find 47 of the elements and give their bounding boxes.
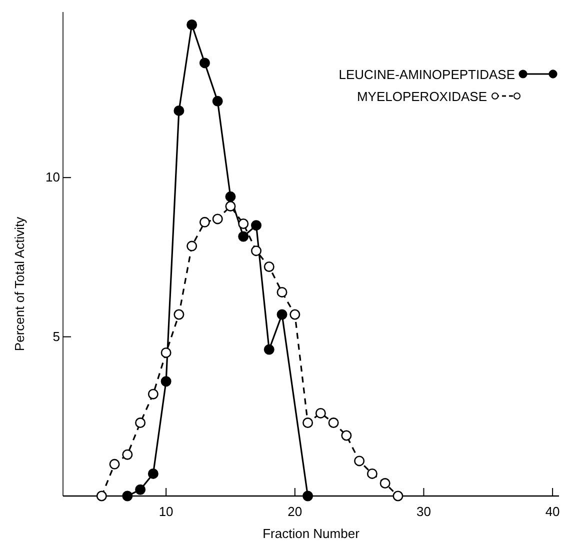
point <box>186 19 198 30</box>
point <box>212 214 223 224</box>
point <box>238 218 249 229</box>
point <box>302 418 314 428</box>
point <box>264 261 274 272</box>
legend-label: MYELOPEROXIDASE <box>356 89 488 104</box>
point <box>135 418 146 428</box>
point <box>225 191 236 202</box>
point <box>341 430 352 441</box>
point <box>238 231 249 242</box>
point <box>186 240 198 252</box>
y-axis-title: Percent of Total Activity <box>12 216 27 352</box>
point <box>109 458 120 470</box>
point <box>392 490 404 502</box>
point <box>199 216 210 228</box>
point <box>328 418 339 428</box>
point <box>199 58 210 68</box>
point <box>264 344 274 355</box>
point <box>122 449 133 460</box>
point <box>148 468 158 479</box>
point <box>276 309 288 320</box>
point <box>302 490 314 502</box>
point <box>380 478 390 489</box>
point <box>96 490 107 502</box>
x-axis-title: Fraction Number <box>262 526 360 541</box>
point <box>315 408 326 418</box>
x-tick-label: 20 <box>288 504 302 519</box>
point <box>212 96 223 106</box>
point <box>174 309 184 320</box>
x-tick-label: 40 <box>545 504 560 519</box>
point <box>135 484 146 495</box>
point <box>366 468 378 479</box>
y-tick-label: 5 <box>52 328 60 344</box>
x-tick-label: 30 <box>416 504 431 519</box>
point <box>250 220 262 231</box>
point <box>148 388 158 400</box>
point <box>354 456 365 466</box>
legend-label: LEUCINE-AMINOPEPTIDASE <box>338 67 516 82</box>
point <box>160 376 172 387</box>
point <box>174 105 184 116</box>
x-tick-label: 10 <box>158 504 174 519</box>
point <box>225 200 236 212</box>
point <box>250 246 262 256</box>
point <box>276 286 288 298</box>
point <box>122 490 133 502</box>
point <box>160 347 172 358</box>
point <box>290 309 300 320</box>
